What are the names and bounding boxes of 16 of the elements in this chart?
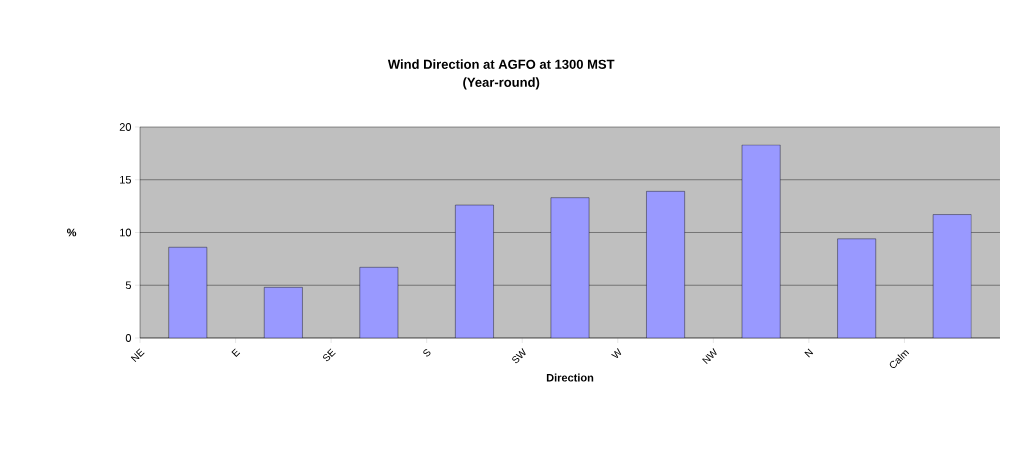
chart-title: Wind Direction at AGFO at 1300 MST (Year-round) — [387, 59, 615, 90]
x-tick-label: N — [804, 348, 814, 358]
y-tick-label: 20 — [119, 123, 132, 131]
x-tick-label: W — [611, 348, 622, 359]
x-tick-label: NW — [702, 348, 717, 365]
x-tick-label: SE — [323, 348, 336, 362]
x-tick-label: SW — [512, 348, 526, 364]
y-tick-label: 5 — [125, 281, 132, 290]
y-tick-label: 15 — [120, 175, 132, 184]
x-axis-title: Direction — [546, 373, 594, 382]
y-tick-label: 0 — [125, 334, 132, 342]
y-tick-label: 10 — [120, 228, 132, 237]
x-tick-label: E — [231, 348, 241, 357]
x-tick-label: NE — [130, 348, 145, 363]
y-axis-title: % — [66, 228, 77, 237]
x-tick-label: S — [423, 349, 431, 357]
